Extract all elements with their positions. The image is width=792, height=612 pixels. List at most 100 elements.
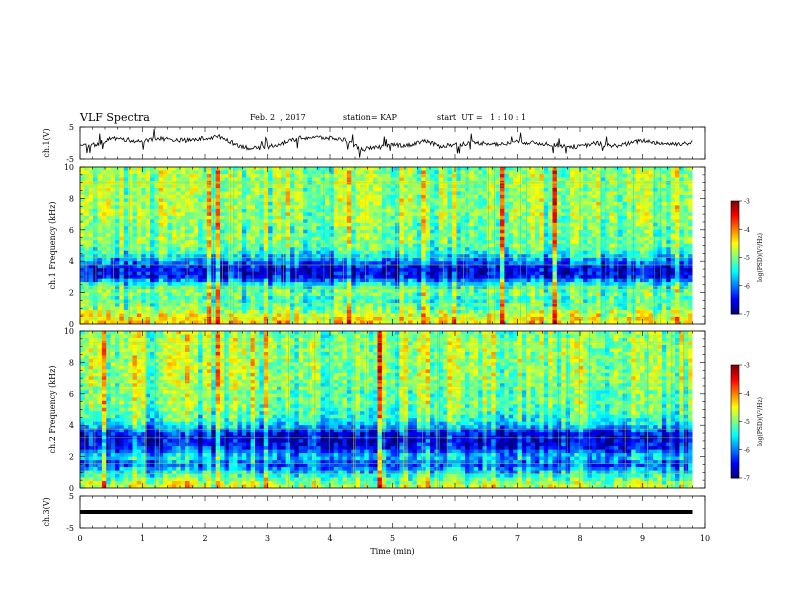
- colorbar-cell: [731, 202, 739, 206]
- colorbar-cell: [731, 372, 739, 375]
- ch2-spec-y-tick-label: 10: [64, 327, 74, 336]
- colorbar-cell: [731, 300, 739, 304]
- colorbar-cell: [731, 393, 739, 396]
- colorbar-cell: [731, 442, 739, 445]
- colorbar-tick-label: -5: [744, 255, 750, 262]
- colorbar-cell: [731, 306, 739, 309]
- ch3-y-tick-label: 5: [69, 492, 74, 501]
- colorbar-cell: [731, 289, 739, 292]
- colorbar-cell: [731, 378, 739, 381]
- colorbar-cell: [731, 413, 739, 417]
- colorbar-tick-label: -6: [744, 283, 750, 290]
- panel-layer: [79, 129, 705, 514]
- colorbar-cell: [731, 425, 739, 428]
- cb1: [730, 200, 742, 315]
- ch1-spec-y-tick-label: 6: [69, 226, 74, 235]
- chart-title: VLF Spectra: [80, 111, 150, 124]
- colorbar-cell: [731, 302, 739, 306]
- colorbar-cell: [731, 449, 739, 453]
- colorbar-cell: [731, 438, 739, 441]
- colorbar-cell: [731, 457, 739, 460]
- colorbar-cell: [731, 406, 739, 409]
- colorbar-cell: [731, 246, 739, 249]
- colorbar-cell: [731, 270, 739, 274]
- colorbar-cell: [731, 380, 739, 383]
- ch3-ylabel: ch.3(V): [42, 497, 51, 526]
- x-tick-label: 1: [140, 534, 145, 543]
- ch2-spectrogram-cells: [80, 331, 705, 488]
- ch2-spec-y-tick-label: 0: [69, 484, 74, 493]
- colorbar-cell: [731, 423, 739, 426]
- colorbar-cell: [731, 234, 739, 238]
- colorbar-cell: [731, 251, 739, 255]
- colorbar-cell: [731, 310, 739, 313]
- colorbar-cell: [731, 223, 739, 226]
- colorbar-cell: [731, 402, 739, 406]
- colorbar-cell: [731, 276, 739, 279]
- colorbar-cell: [731, 466, 739, 470]
- ch1-spec-y-tick-label: 0: [69, 320, 74, 329]
- colorbar-cell: [731, 421, 739, 424]
- colorbar-cell: [731, 462, 739, 466]
- colorbar-tick-label: -7: [744, 476, 750, 483]
- ch1-ylabel: ch.1(V): [42, 128, 51, 157]
- ch3-y-tick-label: -5: [66, 524, 74, 533]
- colorbar-cell: [731, 242, 739, 245]
- ch1-spec-y-tick-label: 4: [69, 257, 74, 266]
- colorbar-tick-label: -3: [744, 363, 750, 370]
- x-tick-label: 8: [577, 534, 582, 543]
- x-axis-label: Time (min): [370, 547, 414, 556]
- colorbar-cell: [731, 412, 739, 415]
- colorbar-cell: [731, 244, 739, 247]
- colorbar-cell: [731, 408, 739, 411]
- colorbar-cell: [731, 385, 739, 389]
- colorbar-cell: [731, 298, 739, 302]
- colorbar-cell: [731, 249, 739, 253]
- colorbar-cell: [731, 216, 739, 219]
- colorbar-cell: [731, 397, 739, 400]
- ch2-spec-y-tick-label: 2: [69, 453, 74, 462]
- colorbar-cell: [731, 240, 739, 243]
- colorbar-cell: [731, 268, 739, 272]
- colorbar-tick-label: -4: [744, 391, 750, 398]
- colorbar-cell: [731, 430, 739, 434]
- colorbar-cell: [731, 201, 739, 204]
- ch1-spec-ylabel: ch.1 Frequency (kHz): [48, 202, 57, 290]
- colorbar-cell: [731, 248, 739, 251]
- colorbar-cell: [731, 229, 739, 232]
- colorbar-cell: [731, 210, 739, 213]
- ch2-spec-y-tick-label: 8: [69, 358, 74, 367]
- colorbar-cell: [731, 278, 739, 281]
- colorbar-cell: [731, 444, 739, 447]
- header-date: Feb. 2 , 2017: [250, 113, 306, 122]
- colorbar-cell: [731, 274, 739, 277]
- colorbar-cell: [731, 212, 739, 215]
- colorbar-cell: [731, 287, 739, 291]
- x-tick-label: 6: [452, 534, 457, 543]
- x-tick-label: 10: [700, 534, 710, 543]
- header-start-ut: start UT = 1 : 10 : 1: [437, 113, 527, 122]
- colorbar-cell: [731, 451, 739, 455]
- colorbar-cell: [731, 368, 739, 372]
- ch1-spectrogram-cells: [80, 167, 705, 324]
- colorbar-cell: [731, 376, 739, 379]
- colorbar-tick-label: -5: [744, 419, 750, 426]
- colorbar-cell: [731, 404, 739, 407]
- colorbar-cell: [731, 366, 739, 370]
- colorbar-cell: [731, 470, 739, 473]
- colorbar-cell: [731, 445, 739, 449]
- colorbar-cell: [731, 206, 739, 210]
- colorbar-cell: [731, 432, 739, 436]
- colorbar-cell: [731, 261, 739, 264]
- colorbar-cell: [731, 272, 739, 275]
- colorbar-cell: [731, 453, 739, 456]
- colorbar-cell: [731, 387, 739, 390]
- axes-layer: [79, 126, 742, 529]
- colorbar-cell: [731, 217, 739, 221]
- colorbar-cell: [731, 389, 739, 392]
- colorbar-cell: [731, 293, 739, 296]
- colorbar-cell: [731, 253, 739, 257]
- colorbar-cell: [731, 266, 739, 270]
